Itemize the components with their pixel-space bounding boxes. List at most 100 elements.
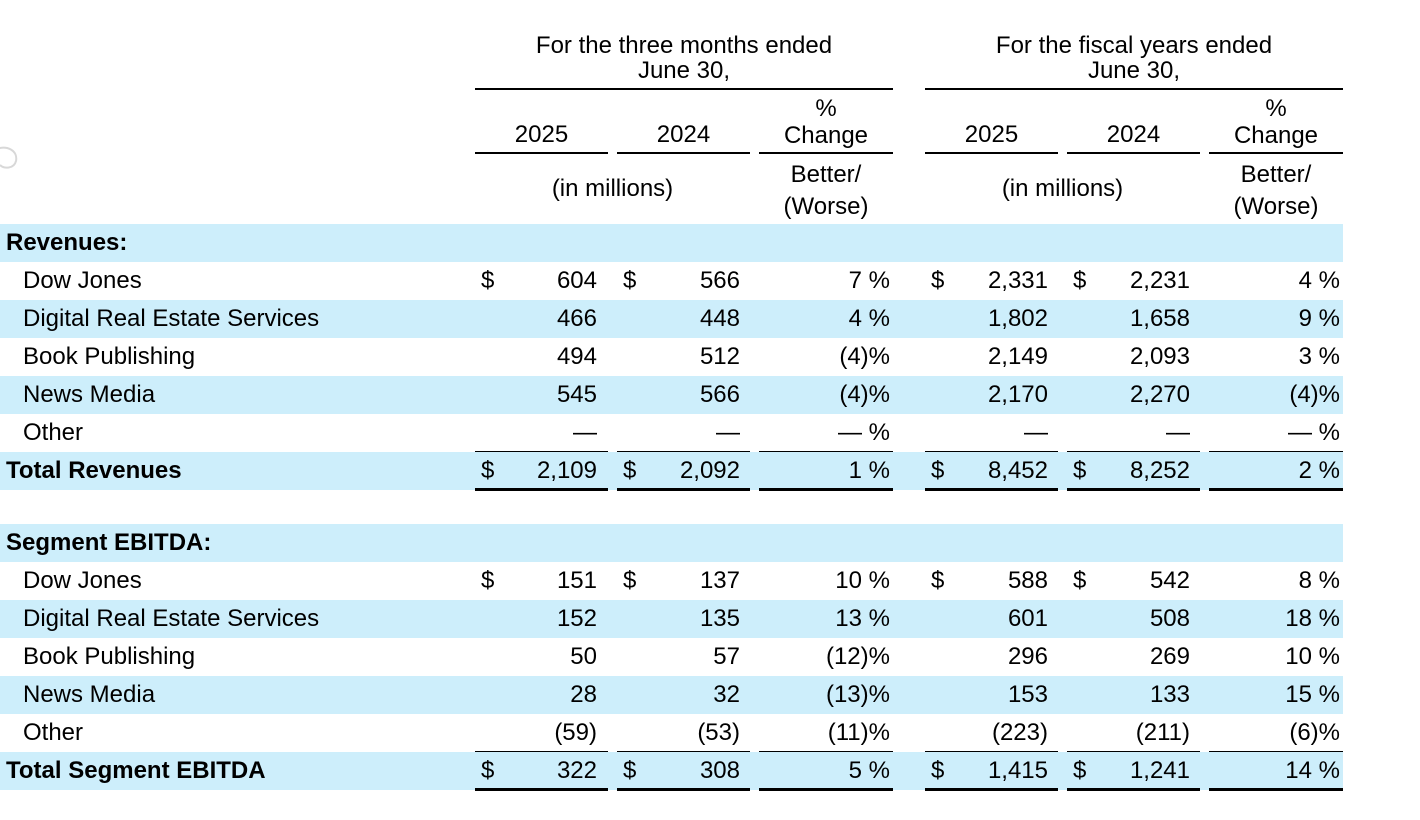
subheader-rule (1067, 152, 1200, 154)
units-label: (in millions) (1001, 175, 1124, 202)
row-label: News Media (23, 381, 156, 408)
value-f24: 1,241 (1129, 757, 1190, 784)
value-q24: — (716, 419, 740, 446)
row-band (0, 600, 1343, 638)
value-f24: 2,093 (1129, 343, 1190, 370)
value-f25: 8,452 (987, 457, 1048, 484)
value-f24: 2,270 (1129, 381, 1190, 408)
value-q25: 466 (556, 305, 597, 332)
currency-symbol: $ (931, 457, 945, 484)
currency-symbol: $ (931, 567, 945, 594)
header-rule (475, 88, 893, 90)
value-q25: 28 (570, 681, 597, 708)
subheader-rule (475, 152, 608, 154)
subheader-rule (617, 152, 750, 154)
value-q25: 494 (556, 343, 597, 370)
value-q24: 308 (699, 757, 740, 784)
value-fchg: 14 % (1285, 757, 1340, 784)
value-f24: 542 (1149, 567, 1190, 594)
value-qchg: (4)% (839, 381, 890, 408)
value-fchg: 3 % (1298, 343, 1340, 370)
better-worse-label: Better/ (Worse) (1209, 159, 1343, 223)
value-f24: 508 (1149, 605, 1190, 632)
value-f25: 2,331 (987, 267, 1048, 294)
row-label: Book Publishing (23, 343, 196, 370)
better-worse-label: Better/ (Worse) (759, 159, 893, 223)
value-q24: 32 (713, 681, 740, 708)
currency-symbol: $ (623, 757, 637, 784)
value-q24: 566 (699, 381, 740, 408)
value-q25: 50 (570, 643, 597, 670)
row-band (0, 524, 1343, 562)
currency-symbol: $ (1073, 567, 1087, 594)
currency-symbol: $ (1073, 757, 1087, 784)
value-q24: (53) (697, 719, 740, 746)
value-q25: 151 (556, 567, 597, 594)
value-f25: 296 (1007, 643, 1048, 670)
total-double-rule (759, 788, 893, 791)
value-qchg: — % (837, 419, 890, 446)
units-label: (in millions) (551, 175, 674, 202)
row-band (0, 376, 1343, 414)
value-q25: 604 (556, 267, 597, 294)
value-q25: 545 (556, 381, 597, 408)
total-double-rule (759, 488, 893, 491)
value-f25: 1,415 (987, 757, 1048, 784)
value-q24: 448 (699, 305, 740, 332)
value-fchg: 9 % (1298, 305, 1340, 332)
value-f25: (223) (991, 719, 1048, 746)
value-fchg: 8 % (1298, 567, 1340, 594)
period-header-line: For the fiscal years ended (995, 32, 1273, 59)
period-header-line: For the three months ended (535, 32, 833, 59)
period-header-line: June 30, (637, 57, 731, 84)
period-header-fiscal-years: For the fiscal years ended June 30, (925, 32, 1343, 84)
value-qchg: 1 % (848, 457, 890, 484)
pct-change-header: % Change (759, 95, 893, 149)
total-double-rule (475, 488, 608, 491)
row-band (0, 676, 1343, 714)
value-f25: 601 (1007, 605, 1048, 632)
value-f25: 153 (1007, 681, 1048, 708)
better-label: Better/ (1240, 161, 1312, 188)
value-qchg: 10 % (835, 567, 890, 594)
year-header: 2025 (964, 121, 1019, 148)
section-title: Revenues: (6, 229, 128, 256)
value-qchg: 13 % (835, 605, 890, 632)
currency-symbol: $ (481, 267, 495, 294)
subheader-rule (759, 152, 893, 154)
better-label: Better/ (790, 161, 862, 188)
year-header: 2024 (1106, 121, 1161, 148)
total-double-rule (1067, 488, 1200, 491)
value-fchg: — % (1287, 419, 1340, 446)
currency-symbol: $ (931, 757, 945, 784)
value-q25: 2,109 (536, 457, 597, 484)
total-double-rule (1209, 788, 1343, 791)
year-header: 2025 (514, 121, 569, 148)
value-f24: 8,252 (1129, 457, 1190, 484)
value-f24: 269 (1149, 643, 1190, 670)
value-fchg: 18 % (1285, 605, 1340, 632)
change-label: Change (783, 122, 869, 149)
currency-symbol: $ (481, 757, 495, 784)
value-f24: 133 (1149, 681, 1190, 708)
value-qchg: (4)% (839, 343, 890, 370)
value-qchg: 4 % (848, 305, 890, 332)
pct-change-header: % Change (1209, 95, 1343, 149)
value-f24: (211) (1135, 719, 1190, 746)
total-row-label: Total Revenues (6, 457, 182, 484)
value-qchg: 5 % (848, 757, 890, 784)
total-double-rule (617, 788, 750, 791)
value-q24: 137 (699, 567, 740, 594)
value-qchg: (13)% (825, 681, 890, 708)
row-band (0, 752, 1343, 790)
total-double-rule (925, 788, 1058, 791)
currency-symbol: $ (931, 267, 945, 294)
row-label: News Media (23, 681, 156, 708)
row-label: Other (23, 419, 84, 446)
total-double-rule (925, 488, 1058, 491)
value-q24: 135 (699, 605, 740, 632)
period-header-line: June 30, (1087, 57, 1181, 84)
total-double-rule (1067, 788, 1200, 791)
value-q24: 512 (699, 343, 740, 370)
row-band (0, 300, 1343, 338)
